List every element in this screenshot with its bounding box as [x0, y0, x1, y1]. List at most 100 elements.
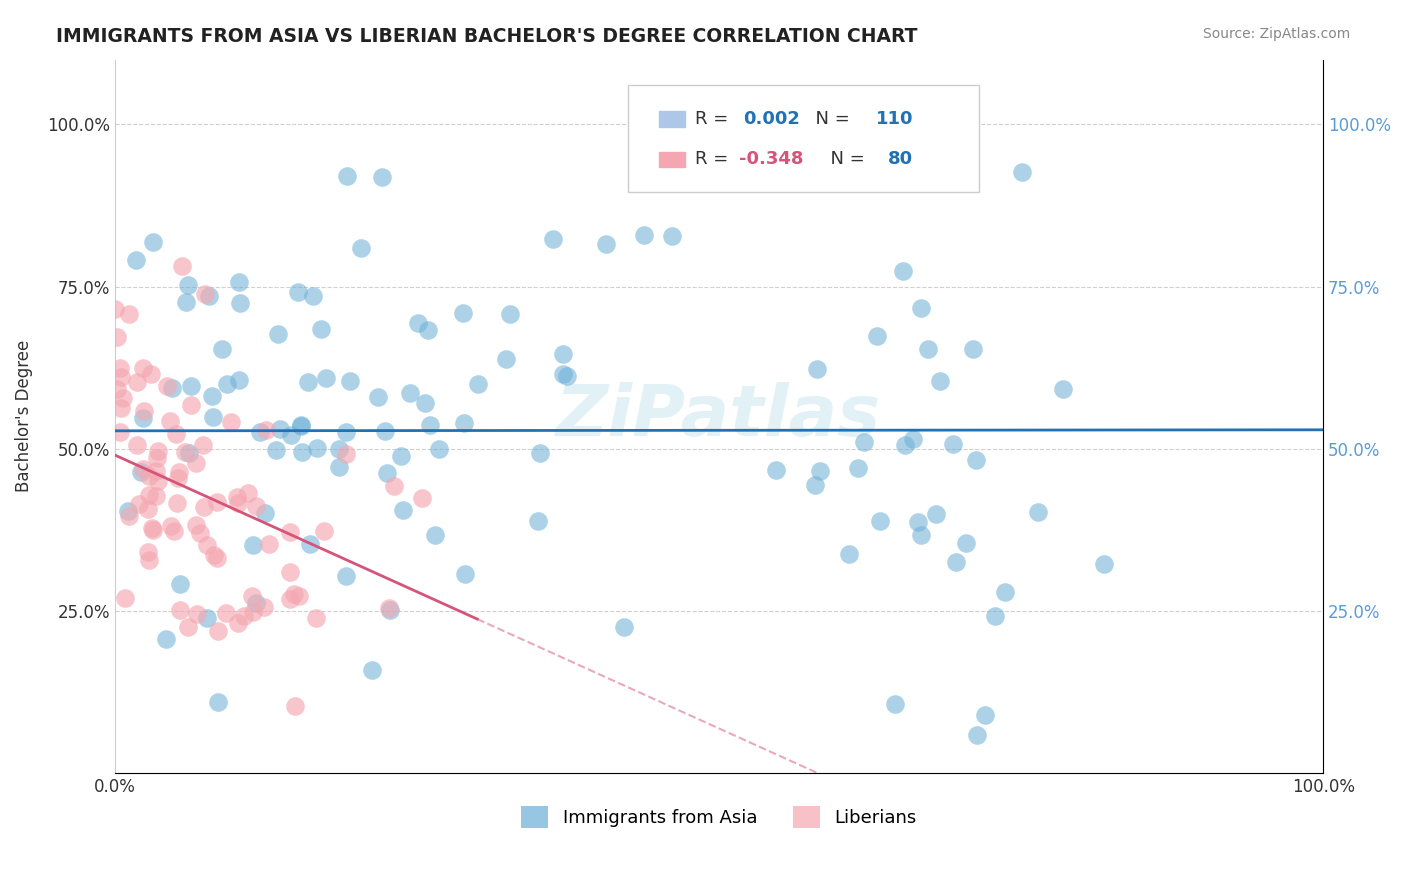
Point	[391, 503, 413, 517]
Point	[215, 606, 238, 620]
Text: ZiPatlas: ZiPatlas	[557, 382, 882, 450]
Point	[371, 170, 394, 185]
Point	[278, 565, 301, 579]
FancyBboxPatch shape	[658, 111, 685, 127]
Point	[228, 373, 250, 387]
Point	[278, 525, 301, 540]
Point	[375, 466, 398, 480]
Text: IMMIGRANTS FROM ASIA VS LIBERIAN BACHELOR'S DEGREE CORRELATION CHART: IMMIGRANTS FROM ASIA VS LIBERIAN BACHELO…	[56, 27, 918, 45]
Point	[806, 362, 828, 376]
Point	[924, 507, 946, 521]
Point	[211, 343, 233, 357]
Point	[146, 451, 169, 466]
Point	[399, 385, 422, 400]
Point	[266, 443, 288, 458]
Point	[907, 515, 929, 529]
Point	[129, 465, 152, 479]
Point	[155, 632, 177, 647]
Point	[228, 296, 250, 310]
Point	[142, 235, 165, 250]
Point	[328, 442, 350, 456]
Text: -0.348: -0.348	[740, 151, 804, 169]
Point	[195, 611, 218, 625]
Point	[928, 374, 950, 388]
Point	[194, 287, 217, 301]
Point	[1011, 164, 1033, 178]
Point	[221, 415, 243, 429]
Point	[328, 459, 350, 474]
Point	[297, 375, 319, 389]
Point	[145, 464, 167, 478]
Point	[141, 521, 163, 535]
Point	[315, 370, 337, 384]
Point	[176, 620, 198, 634]
Point	[136, 545, 159, 559]
Point	[127, 438, 149, 452]
Point	[891, 264, 914, 278]
Point	[529, 446, 551, 460]
Point	[314, 524, 336, 538]
Point	[226, 496, 249, 510]
Point	[335, 569, 357, 583]
Point	[942, 436, 965, 450]
FancyBboxPatch shape	[628, 85, 979, 192]
Point	[965, 453, 987, 467]
Point	[138, 553, 160, 567]
Point	[955, 536, 977, 550]
Point	[253, 600, 276, 615]
Point	[349, 241, 371, 255]
Point	[174, 444, 197, 458]
Point	[184, 456, 207, 470]
Point	[266, 327, 288, 342]
Point	[838, 547, 860, 561]
Point	[974, 708, 997, 723]
Point	[884, 698, 907, 712]
Point	[184, 518, 207, 533]
Point	[810, 464, 832, 478]
Point	[110, 425, 132, 439]
Point	[418, 322, 440, 336]
Point	[280, 427, 302, 442]
Point	[427, 442, 450, 456]
Point	[361, 663, 384, 677]
Y-axis label: Bachelor's Degree: Bachelor's Degree	[15, 340, 32, 492]
Point	[105, 330, 128, 344]
Point	[162, 381, 184, 395]
Point	[141, 368, 163, 382]
Point	[105, 382, 128, 396]
Point	[903, 433, 925, 447]
Point	[451, 306, 474, 320]
Point	[166, 470, 188, 484]
Point	[245, 596, 267, 610]
Point	[117, 504, 139, 518]
Point	[269, 422, 291, 436]
Point	[551, 367, 574, 381]
Point	[661, 229, 683, 244]
Point	[165, 427, 187, 442]
Point	[215, 377, 238, 392]
Point	[613, 620, 636, 634]
Point	[132, 404, 155, 418]
Point	[202, 548, 225, 562]
Point	[125, 253, 148, 268]
Point	[765, 463, 787, 477]
Point	[454, 567, 477, 582]
Point	[1092, 557, 1115, 571]
Point	[284, 699, 307, 714]
Point	[378, 603, 401, 617]
Point	[374, 424, 396, 438]
Text: N =: N =	[820, 151, 870, 169]
Point	[917, 343, 939, 357]
Point	[110, 360, 132, 375]
Text: R =: R =	[695, 110, 734, 128]
Text: N =: N =	[804, 110, 855, 128]
Point	[541, 232, 564, 246]
Point	[382, 479, 405, 493]
Point	[302, 289, 325, 303]
Point	[177, 446, 200, 460]
Point	[411, 491, 433, 505]
Point	[169, 603, 191, 617]
Point	[527, 514, 550, 528]
Point	[339, 374, 361, 388]
Point	[242, 538, 264, 552]
